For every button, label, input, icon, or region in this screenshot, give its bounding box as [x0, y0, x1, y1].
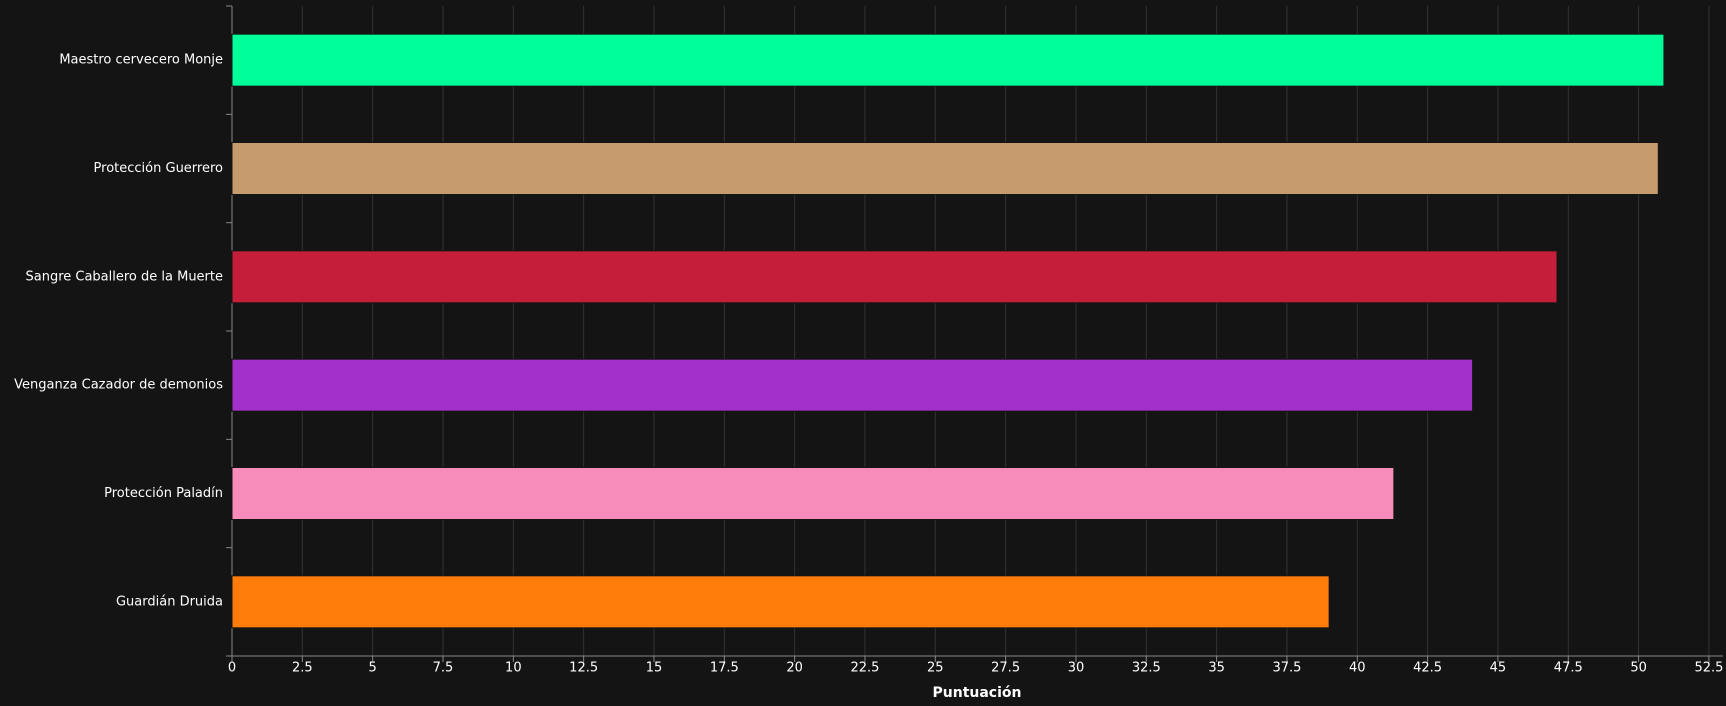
x-tick-label: 17.5	[710, 661, 739, 676]
x-tick-label: 52.5	[1694, 661, 1723, 676]
y-tick-label: Guardián Druida	[116, 594, 223, 609]
x-tick-label: 32.5	[1132, 661, 1161, 676]
y-tick-label: Protección Guerrero	[94, 161, 223, 176]
x-tick-label: 2.5	[292, 661, 313, 676]
x-tick-label: 37.5	[1272, 661, 1301, 676]
x-tick-label: 45	[1490, 661, 1507, 676]
x-tick-label: 12.5	[569, 661, 598, 676]
x-tick-label: 25	[927, 661, 944, 676]
x-tick-label: 15	[646, 661, 663, 676]
y-tick-label: Maestro cervecero Monje	[59, 53, 223, 68]
bar	[231, 142, 1659, 195]
x-tick-label: 20	[786, 661, 803, 676]
x-tick-label: 35	[1208, 661, 1225, 676]
bar	[231, 250, 1558, 304]
y-tick-label: Venganza Cazador de demonios	[14, 378, 223, 393]
x-tick-label: 40	[1349, 661, 1366, 676]
x-tick-label: 0	[228, 661, 236, 676]
x-tick-label: 5	[369, 661, 377, 676]
x-tick-label: 27.5	[991, 661, 1020, 676]
bar	[231, 358, 1474, 412]
x-tick-label: 10	[505, 661, 522, 676]
y-tick-label: Sangre Caballero de la Muerte	[25, 269, 223, 284]
x-tick-label: 7.5	[433, 661, 454, 676]
x-tick-label: 22.5	[850, 661, 879, 676]
y-tick-label: Protección Paladín	[104, 486, 223, 501]
bar	[231, 575, 1330, 629]
bar	[231, 467, 1395, 520]
x-tick-label: 42.5	[1413, 661, 1442, 676]
bar	[231, 33, 1665, 87]
x-tick-label: 30	[1068, 661, 1085, 676]
x-tick-label: 50	[1630, 661, 1647, 676]
x-tick-label: 47.5	[1554, 661, 1583, 676]
x-axis-label: Puntuación	[933, 685, 1022, 701]
